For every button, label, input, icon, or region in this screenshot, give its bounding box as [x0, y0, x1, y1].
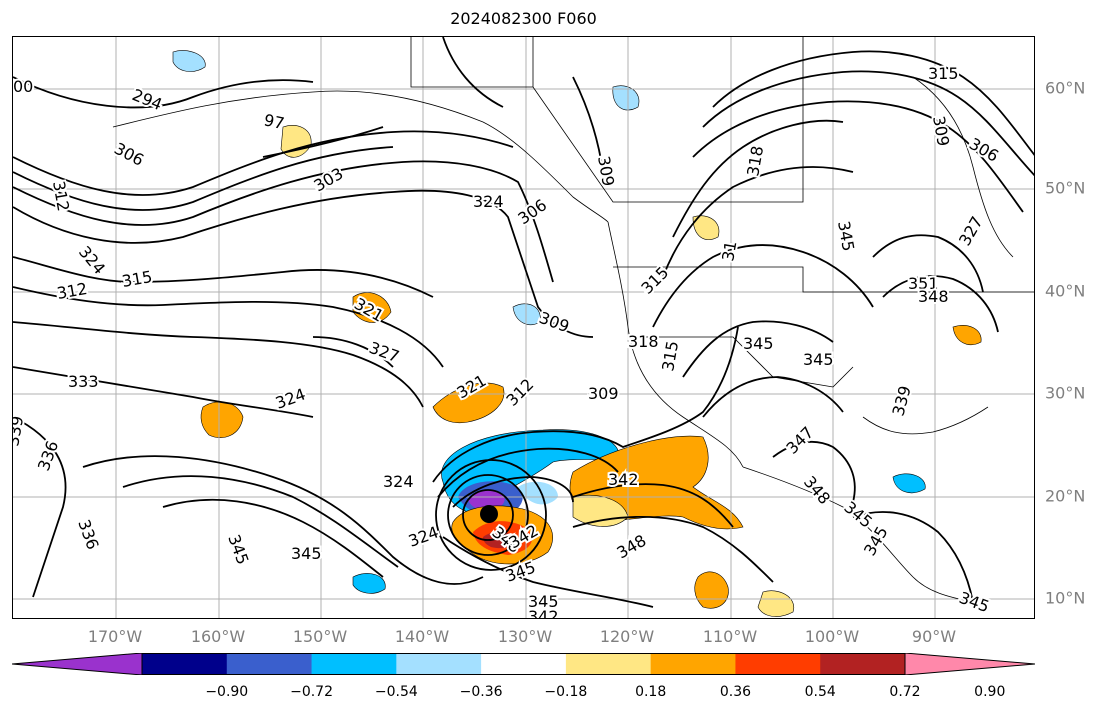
contour-label: 315 — [120, 267, 153, 291]
contour-label: 345 — [528, 592, 559, 611]
contour-label: 333 — [68, 372, 99, 391]
contour-label: 312 — [49, 179, 73, 212]
contour-label: 342 — [528, 607, 559, 619]
contour-label: 315 — [928, 64, 959, 83]
contour-label: 345 — [957, 588, 992, 616]
contour-label: 309 — [929, 114, 953, 147]
colorbar-tick-label: −0.90 — [205, 684, 249, 700]
contour-label: 309 — [537, 308, 572, 336]
contour-label: 345 — [224, 532, 252, 567]
contour-label: 00 — [13, 77, 33, 96]
colorbar-segment — [481, 653, 567, 675]
contour-label: 345 — [743, 334, 774, 353]
latitude-label: 50°N — [1045, 178, 1086, 198]
contour-label: 324 — [406, 522, 441, 550]
colorbar-segment — [142, 653, 228, 675]
longitude-label: 120°W — [599, 627, 655, 646]
contour-label: 306 — [111, 139, 147, 170]
latitude-label: 60°N — [1045, 78, 1086, 98]
longitude-label: 90°W — [911, 627, 957, 646]
contour-label: 336 — [34, 438, 62, 473]
contour-label: 318 — [743, 144, 767, 177]
contour-label: 339 — [13, 414, 27, 447]
latitude-label: 10°N — [1045, 588, 1086, 608]
contour-label: 309 — [588, 384, 619, 403]
map-title: 2024082300 F060 — [450, 9, 597, 28]
storm-center-marker — [480, 505, 498, 523]
colorbar-min-extend — [12, 653, 143, 675]
contour-lines — [13, 37, 1034, 608]
contour-label: 327 — [955, 213, 987, 249]
colorbar-segment — [226, 653, 313, 675]
contour-label: 318 — [628, 332, 659, 351]
colorbar-tick-label: −0.72 — [290, 684, 333, 700]
longitude-label: 170°W — [87, 627, 143, 646]
latitude-label: 30°N — [1045, 383, 1086, 403]
latitude-label: 40°N — [1045, 281, 1086, 301]
colorbar-tick-label: 0.90 — [974, 684, 1006, 700]
colorbar-segment — [735, 653, 821, 675]
contour-label: 312 — [55, 279, 88, 303]
colorbar — [12, 653, 1035, 675]
colorbar-segment — [650, 653, 736, 675]
contour-label: 348 — [918, 287, 949, 306]
latitude-label: 20°N — [1045, 486, 1086, 506]
contour-label: 309 — [594, 154, 618, 187]
longitude-label: 100°W — [804, 627, 860, 646]
contour-label: 339 — [889, 384, 915, 418]
contour-label: 342 — [608, 470, 639, 489]
contour-label: 324 — [273, 384, 308, 412]
colorbar-max-extend — [904, 653, 1035, 675]
longitude-label: 130°W — [497, 627, 553, 646]
colorbar-frame — [141, 653, 906, 675]
contour-label: 345 — [840, 498, 876, 532]
colorbar-tick-label: 0.18 — [635, 684, 667, 700]
contour-label: 97 — [262, 110, 286, 133]
colorbar-segment — [820, 653, 906, 675]
colorbar-segment — [311, 653, 397, 675]
contour-label: 303 — [311, 164, 347, 196]
colorbar-tick-label: −0.36 — [459, 684, 503, 700]
contour-label: 351 — [908, 274, 939, 293]
contour-label: 31 — [718, 239, 740, 262]
contour-label: 345 — [803, 350, 834, 369]
contour-label: 324 — [383, 472, 414, 491]
longitude-label: 150°W — [292, 627, 348, 646]
colorbar-tick-label: 0.72 — [889, 684, 921, 700]
longitude-label: 140°W — [394, 627, 450, 646]
colorbar-tick-label: −0.18 — [544, 684, 588, 700]
colorbar-tick-label: 0.54 — [804, 684, 836, 700]
contour-label: 336 — [74, 517, 102, 552]
contour-label: 347 — [782, 423, 817, 458]
shading-layer — [172, 50, 982, 617]
contour-label: 348 — [614, 531, 650, 563]
contour-label: 312 — [502, 375, 537, 410]
colorbar-tick-label: −0.54 — [374, 684, 418, 700]
contour-label: 345 — [291, 544, 322, 563]
contour-label: 315 — [658, 339, 682, 372]
colorbar-segment — [565, 653, 652, 675]
contour-label: 306 — [514, 195, 550, 228]
colorbar-segment — [396, 653, 482, 675]
contour-label: 324 — [473, 192, 504, 211]
longitude-label: 160°W — [190, 627, 246, 646]
map-panel: 294 97 306 303 324 306 309 318 315 312 315 321 309 32… — [12, 36, 1035, 619]
colorbar-tick-label: 0.36 — [719, 684, 752, 700]
longitude-label: 110°W — [702, 627, 758, 646]
contour-label: 345 — [834, 219, 858, 252]
contour-label: 348 — [800, 472, 834, 508]
contour-label: 324 — [75, 242, 109, 278]
